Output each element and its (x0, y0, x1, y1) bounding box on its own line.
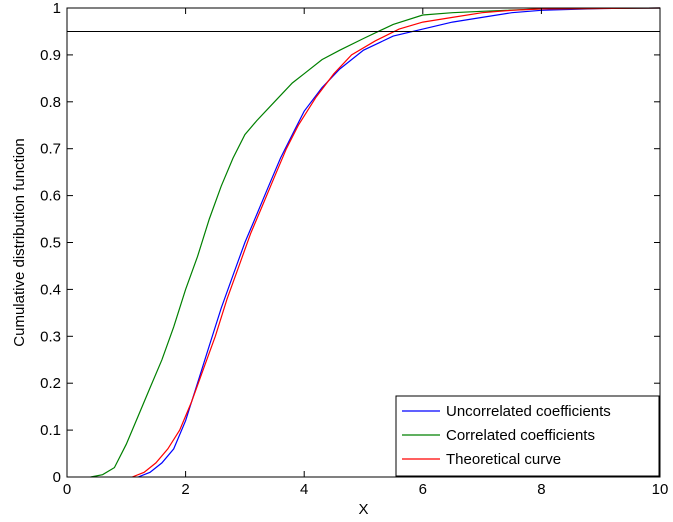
series-line-1 (90, 7, 661, 478)
legend-entry-theoretical: Theoretical curve (402, 451, 561, 468)
series-line-2 (131, 7, 661, 478)
legend-entry-uncorrelated: Uncorrelated coefficients (402, 403, 611, 420)
y-axis-label: Cumulative distribution function (11, 138, 28, 346)
x-axis-label: X (358, 501, 368, 518)
y-tick-label: 0.3 (40, 328, 61, 345)
legend-label-correlated: Correlated coefficients (446, 427, 595, 444)
x-tick-label: 10 (652, 481, 669, 498)
x-tick-label: 2 (181, 481, 189, 498)
legend-label-uncorrelated: Uncorrelated coefficients (446, 403, 611, 420)
series-line-0 (137, 7, 661, 478)
y-tick-label: 1 (53, 0, 61, 17)
y-tick-label: 0.4 (40, 281, 61, 298)
legend-label-theoretical: Theoretical curve (446, 451, 561, 468)
y-tick-label: 0.7 (40, 141, 61, 158)
legend-box (395, 395, 660, 477)
y-tick-label: 0.8 (40, 94, 61, 111)
plot-area (67, 7, 661, 478)
legend: Uncorrelated coefficients Correlated coe… (395, 395, 660, 477)
x-tick-label: 4 (300, 481, 308, 498)
y-tick-label: 0.2 (40, 375, 61, 392)
y-tick-label: 0 (53, 469, 61, 486)
y-tick-label: 0.1 (40, 422, 61, 439)
x-tick-label: 0 (63, 481, 71, 498)
x-tick-label: 8 (537, 481, 545, 498)
x-tick-label: 6 (419, 481, 427, 498)
y-tick-label: 0.9 (40, 47, 61, 64)
y-tick-label: 0.5 (40, 235, 61, 252)
y-tick-label: 0.6 (40, 188, 61, 205)
legend-entry-correlated: Correlated coefficients (402, 427, 595, 444)
